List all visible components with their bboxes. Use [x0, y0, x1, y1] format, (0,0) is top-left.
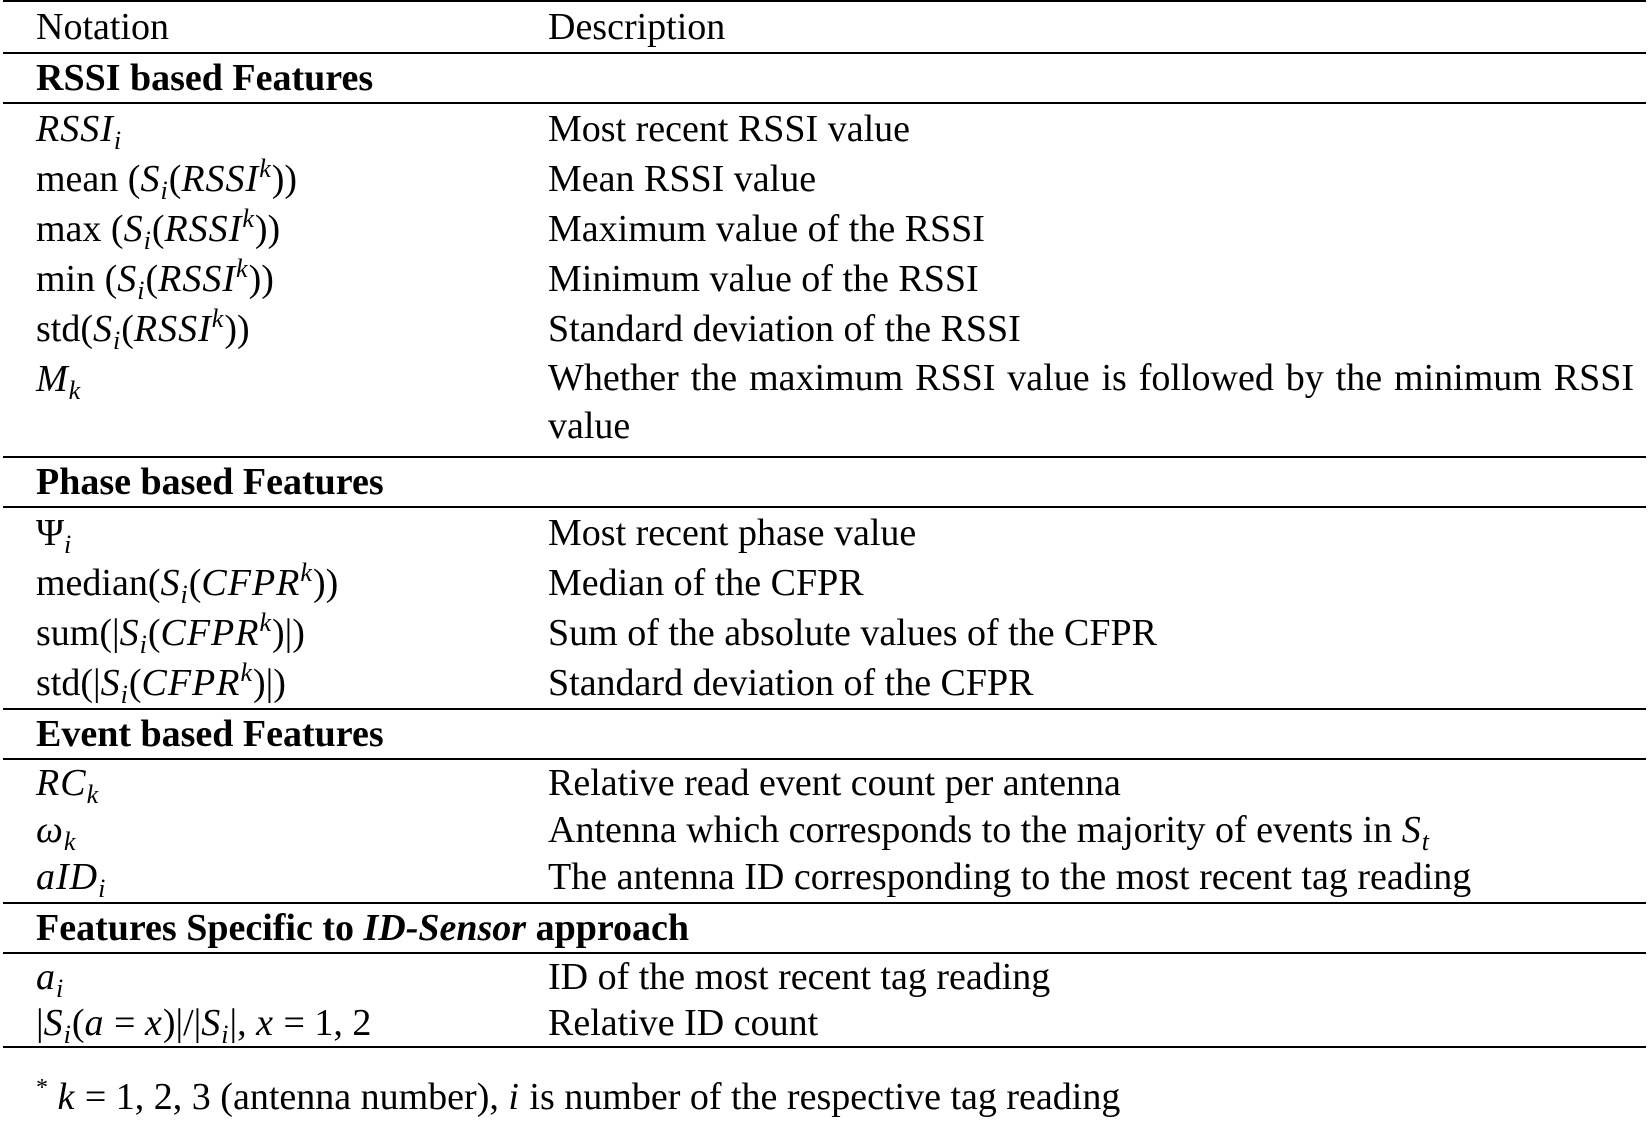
notation-cell: Mk [36, 358, 82, 405]
description-text: Antenna which corresponds to the majorit… [548, 809, 1402, 851]
table-row: Ψi Most recent phase value [3, 508, 1646, 558]
table-row: sum(|Si(CFPRk)|) Sum of the absolute val… [3, 608, 1646, 658]
notation-cell: Ψi [36, 512, 72, 559]
table-row: ai ID of the most recent tag reading [3, 954, 1646, 1003]
description-cell: ID of the most recent tag reading [548, 956, 1051, 998]
description-cell: Minimum value of the RSSI [548, 258, 979, 300]
notation-cell: sum(|Si(CFPRk)|) [36, 608, 305, 659]
description-cell: Antenna which corresponds to the majorit… [548, 807, 1646, 856]
description-cell: Most recent phase value [548, 512, 917, 554]
notation-cell: RCk [36, 762, 100, 809]
header-row: Notation Description [3, 2, 1646, 52]
description-cell: Whether the maximum RSSI value is follow… [548, 357, 1634, 447]
table-row: min (Si(RSSIk)) Minimum value of the RSS… [3, 254, 1646, 304]
section-end-rule [3, 902, 1646, 904]
top-rule [3, 0, 1646, 2]
notation-cell: median(Si(CFPRk)) [36, 558, 339, 609]
description-cell: Median of the CFPR [548, 562, 864, 604]
section-rule-id-sensor [3, 952, 1646, 954]
table-row: max (Si(RSSIk)) Maximum value of the RSS… [3, 204, 1646, 254]
footnote-text: k = 1, 2, 3 (antenna number), i is numbe… [57, 1076, 1121, 1118]
table-row: RCk Relative read event count per antenn… [3, 760, 1646, 809]
table-row: Mk Whether the maximum RSSI value is fol… [3, 354, 1646, 456]
section-title-suffix: approach [526, 907, 690, 949]
math-s-t: St [1401, 809, 1430, 856]
notation-cell: mean (Si(RSSIk)) [36, 154, 298, 205]
section-rule-phase [3, 506, 1646, 508]
table-footnote: * k = 1, 2, 3 (antenna number), i is num… [36, 1063, 1120, 1122]
header-rule [3, 52, 1646, 54]
section-title-id-sensor: Features Specific to ID-Sensor approach [3, 904, 1646, 952]
section-title-emph: ID-Sensor [363, 907, 527, 949]
table-row: RSSIi Most recent RSSI value [3, 104, 1646, 154]
section-end-rule [3, 708, 1646, 710]
table-row: aIDi The antenna ID corresponding to the… [3, 854, 1646, 902]
description-cell: The antenna ID corresponding to the most… [548, 856, 1472, 898]
features-table: Notation Description RSSI based Features… [3, 0, 1646, 1048]
notation-header: Notation [36, 6, 169, 48]
description-cell: Mean RSSI value [548, 158, 817, 200]
description-cell: Sum of the absolute values of the CFPR [548, 612, 1158, 654]
notation-cell: std(Si(RSSIk)) [36, 304, 250, 355]
notation-cell: std(|Si(CFPRk)|) [36, 658, 286, 709]
notation-cell: ai [36, 956, 65, 1003]
notation-cell: max (Si(RSSIk)) [36, 204, 281, 255]
table-row: mean (Si(RSSIk)) Mean RSSI value [3, 154, 1646, 204]
description-cell: Standard deviation of the RSSI [548, 308, 1021, 350]
table-row: ωk Antenna which corresponds to the majo… [3, 807, 1646, 856]
table-row: std(Si(RSSIk)) Standard deviation of the… [3, 304, 1646, 354]
notation-cell: RSSIi [36, 108, 123, 155]
table-row: median(Si(CFPRk)) Median of the CFPR [3, 558, 1646, 608]
description-cell: Standard deviation of the CFPR [548, 662, 1034, 704]
section-title-phase: Phase based Features [36, 461, 384, 503]
notation-cell: ωk [36, 809, 77, 856]
section-title-rssi: RSSI based Features [36, 57, 374, 99]
description-cell: Maximum value of the RSSI [548, 208, 985, 250]
description-cell: Relative ID count [548, 1002, 819, 1044]
description-header: Description [548, 6, 726, 48]
description-cell: Relative read event count per antenna [548, 762, 1121, 804]
section-rule-event [3, 758, 1646, 760]
table-row: std(|Si(CFPRk)|) Standard deviation of t… [3, 658, 1646, 708]
notation-cell: min (Si(RSSIk)) [36, 254, 274, 305]
description-cell: Most recent RSSI value [548, 108, 911, 150]
section-end-rule [3, 456, 1646, 458]
footnote-marker: * [36, 1075, 48, 1101]
notation-cell: aIDi [36, 856, 107, 903]
section-title-event: Event based Features [36, 713, 384, 755]
section-rule-rssi [3, 102, 1646, 104]
notation-cell: |Si(a = x)|/|Si|, x = 1, 2 [36, 1002, 372, 1049]
section-title-prefix: Features Specific to [36, 907, 364, 949]
bottom-rule [3, 1046, 1646, 1048]
table-row: |Si(a = x)|/|Si|, x = 1, 2 Relative ID c… [3, 1000, 1646, 1049]
